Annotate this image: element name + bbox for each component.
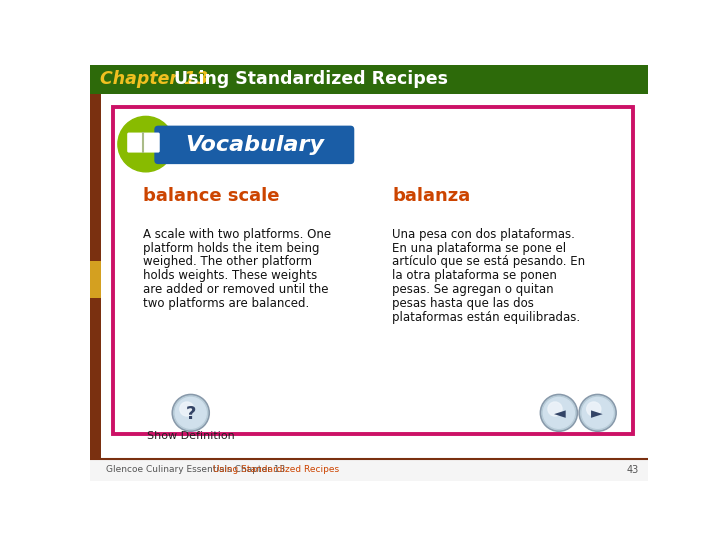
Text: Vocabulary: Vocabulary: [185, 135, 324, 155]
Circle shape: [118, 117, 174, 172]
Text: Una pesa con dos plataformas.: Una pesa con dos plataformas.: [392, 228, 575, 241]
Circle shape: [540, 394, 577, 431]
Text: ?: ?: [186, 404, 196, 423]
FancyBboxPatch shape: [143, 132, 160, 153]
FancyBboxPatch shape: [90, 459, 648, 481]
Text: En una plataforma se pone el: En una plataforma se pone el: [392, 241, 567, 254]
Circle shape: [544, 397, 575, 428]
Text: holds weights. These weights: holds weights. These weights: [143, 269, 317, 282]
Text: ►: ►: [591, 406, 603, 421]
Text: Chapter 13: Chapter 13: [100, 70, 208, 89]
Text: two platforms are balanced.: two platforms are balanced.: [143, 297, 309, 310]
FancyBboxPatch shape: [154, 126, 354, 164]
FancyBboxPatch shape: [90, 94, 101, 459]
Text: ◄: ◄: [554, 406, 565, 421]
Text: Glencoe Culinary Essentials Chapter 13: Glencoe Culinary Essentials Chapter 13: [106, 465, 287, 474]
FancyBboxPatch shape: [113, 107, 632, 434]
Text: are added or removed until the: are added or removed until the: [143, 283, 328, 296]
Circle shape: [172, 394, 210, 431]
Text: Show Definition: Show Definition: [147, 431, 235, 441]
Circle shape: [175, 397, 206, 428]
Text: balanza: balanza: [392, 187, 470, 205]
Text: Using Standardized Recipes: Using Standardized Recipes: [168, 70, 448, 89]
Text: A scale with two platforms. One: A scale with two platforms. One: [143, 228, 330, 241]
Circle shape: [180, 402, 194, 416]
Circle shape: [582, 397, 613, 428]
Circle shape: [587, 402, 600, 416]
Text: pesas. Se agregan o quitan: pesas. Se agregan o quitan: [392, 283, 554, 296]
Text: la otra plataforma se ponen: la otra plataforma se ponen: [392, 269, 557, 282]
Text: plataformas están equilibradas.: plataformas están equilibradas.: [392, 311, 580, 324]
Text: 43: 43: [626, 465, 639, 475]
Circle shape: [548, 402, 562, 416]
Text: balance scale: balance scale: [143, 187, 279, 205]
Text: weighed. The other platform: weighed. The other platform: [143, 255, 312, 268]
Circle shape: [542, 396, 576, 430]
Text: platform holds the item being: platform holds the item being: [143, 241, 319, 254]
Text: artículo que se está pesando. En: artículo que se está pesando. En: [392, 255, 585, 268]
Circle shape: [174, 396, 208, 430]
Circle shape: [579, 394, 616, 431]
FancyBboxPatch shape: [90, 261, 101, 298]
FancyBboxPatch shape: [90, 65, 648, 94]
Text: pesas hasta que las dos: pesas hasta que las dos: [392, 297, 534, 310]
FancyBboxPatch shape: [127, 132, 144, 153]
Text: Using Standardized Recipes: Using Standardized Recipes: [213, 465, 339, 474]
Circle shape: [580, 396, 615, 430]
